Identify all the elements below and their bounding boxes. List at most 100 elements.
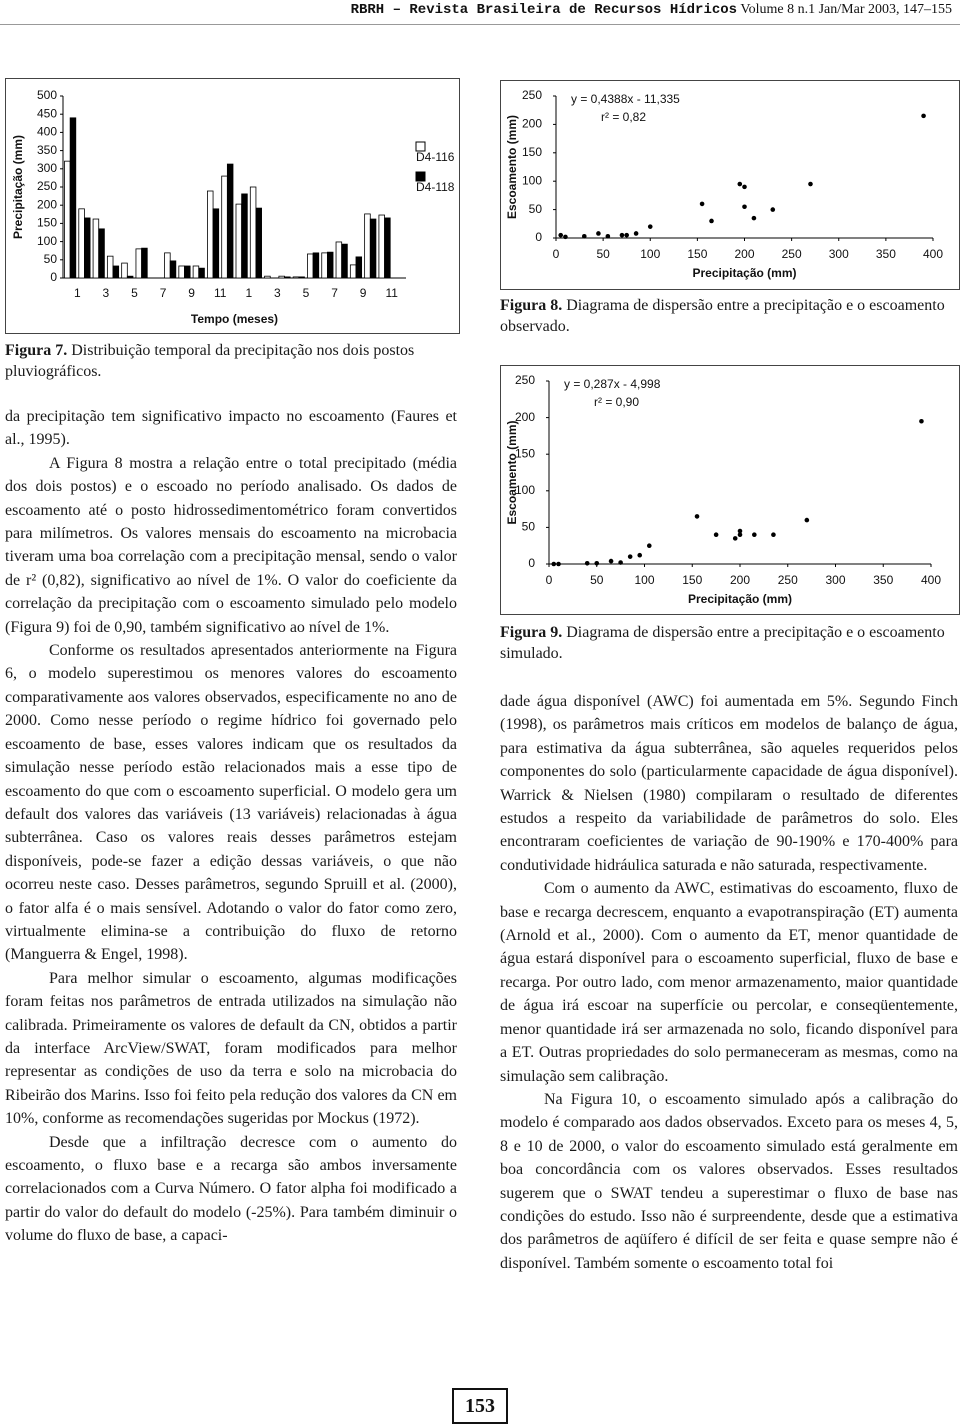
x-tick-label: 350	[873, 573, 893, 587]
x-tick-label: 0	[553, 247, 560, 261]
bar	[312, 252, 320, 279]
caption: Figura 8. Diagrama de dispersão entre a …	[500, 295, 958, 337]
y-tick-label: 100	[515, 483, 535, 497]
bar	[207, 190, 214, 279]
bar	[255, 207, 262, 279]
data-point	[633, 231, 639, 236]
paragraph: Com o aumento da AWC, estimativas do esc…	[500, 880, 958, 1085]
data-point	[605, 233, 611, 239]
data-point	[770, 207, 776, 212]
bar	[221, 175, 228, 279]
data-point	[556, 561, 561, 567]
y-tick-label: 100	[37, 234, 57, 248]
bar	[341, 243, 348, 279]
x-tick-label: 50	[596, 247, 610, 261]
paragraph: Desde que a infiltração decresce com o a…	[5, 1133, 457, 1245]
caption-text: Distribuição temporal da precipitação no…	[5, 342, 415, 380]
legend-label: D4-118	[416, 180, 455, 194]
x-tick-label: 9	[360, 286, 367, 300]
bar	[364, 213, 371, 279]
x-tick-label: 150	[682, 573, 702, 587]
data-point	[637, 552, 643, 558]
data-point	[709, 218, 714, 224]
y-tick-label: 250	[37, 179, 57, 193]
bar	[226, 163, 234, 279]
caption: Figura 7. Distribuição temporal da preci…	[5, 340, 457, 382]
data-point	[627, 554, 633, 559]
paragraph: A Figura 8 mostra a relação entre o tota…	[5, 454, 457, 636]
x-tick-label: 11	[385, 286, 398, 300]
data-point	[584, 560, 590, 566]
y-tick-label: 300	[37, 161, 57, 175]
y-tick-label: 450	[37, 106, 57, 120]
y-tick-label: 50	[522, 520, 536, 534]
bar	[235, 203, 243, 279]
bar	[84, 217, 91, 279]
x-axis-label: Precipitação (mm)	[692, 266, 796, 280]
y-tick-label: 400	[37, 125, 57, 139]
bar	[92, 218, 100, 279]
data-point	[732, 536, 738, 541]
y-tick-label: 100	[522, 173, 542, 187]
y-tick-label: 50	[529, 202, 543, 216]
data-point	[646, 543, 652, 548]
data-point	[921, 113, 926, 119]
running-header: RBRH – Revista Brasileira de Recursos Hí…	[351, 2, 952, 18]
bar	[98, 228, 105, 279]
data-point	[647, 224, 653, 229]
x-tick-label: 1	[245, 286, 252, 300]
bar	[192, 265, 200, 279]
bar	[198, 267, 205, 279]
y-tick-label: 150	[515, 446, 535, 460]
y-tick-label: 0	[535, 230, 542, 244]
figure-8-chart: 0 50 100 150 200 250 0 50 100 150 200 250 300 350 400 y…	[500, 80, 960, 290]
y-tick-label: 200	[522, 117, 542, 131]
data-point	[737, 181, 743, 187]
legend-swatch	[415, 171, 426, 182]
bar	[321, 252, 328, 279]
figure-9-chart: 0 50 100 150 200 250 0 50 100 150 200 250 300 350 400 y…	[500, 365, 960, 615]
paragraph: da precipitação tem significativo impact…	[5, 408, 457, 449]
x-tick-label: 11	[214, 286, 227, 300]
data-point	[594, 560, 600, 566]
x-tick-label: 250	[782, 247, 802, 261]
y-axis-label: Escoamento (mm)	[505, 420, 519, 524]
data-point	[694, 514, 700, 519]
x-tick-label: 7	[160, 286, 167, 300]
legend-swatch	[415, 141, 426, 152]
y-tick-label: 350	[37, 143, 57, 157]
bar	[69, 117, 77, 279]
bar	[212, 208, 220, 279]
bar	[355, 256, 363, 279]
bar	[335, 241, 343, 279]
x-tick-label: 200	[734, 247, 754, 261]
bar	[112, 265, 120, 279]
annotation: r² = 0,82	[601, 110, 646, 124]
y-axis-label: Precipitação (mm)	[11, 135, 25, 239]
data-point	[581, 233, 587, 239]
data-point	[742, 204, 747, 210]
data-point	[608, 558, 614, 564]
bar	[241, 193, 248, 279]
paragraph: Para melhor simular o escoamento, alguma…	[5, 969, 457, 1128]
y-tick-label: 200	[515, 410, 535, 424]
x-tick-label: 7	[331, 286, 338, 300]
bar	[178, 265, 185, 279]
caption-label: Figura 7.	[5, 342, 68, 359]
x-tick-label: 300	[829, 247, 849, 261]
bar	[326, 251, 334, 279]
x-tick-label: 400	[921, 573, 941, 587]
bar	[384, 217, 391, 279]
bar	[135, 248, 143, 279]
caption-label: Figura 8.	[500, 297, 563, 314]
data-point	[804, 517, 810, 523]
x-tick-label: 400	[923, 247, 943, 261]
x-tick-label: 0	[546, 573, 553, 587]
bar	[126, 275, 134, 279]
paragraph: Na Figura 10, o escoamento simulado após…	[500, 1090, 958, 1272]
data-point	[619, 232, 625, 238]
annotation: r² = 0,90	[594, 395, 639, 409]
y-tick-label: 250	[515, 373, 535, 387]
